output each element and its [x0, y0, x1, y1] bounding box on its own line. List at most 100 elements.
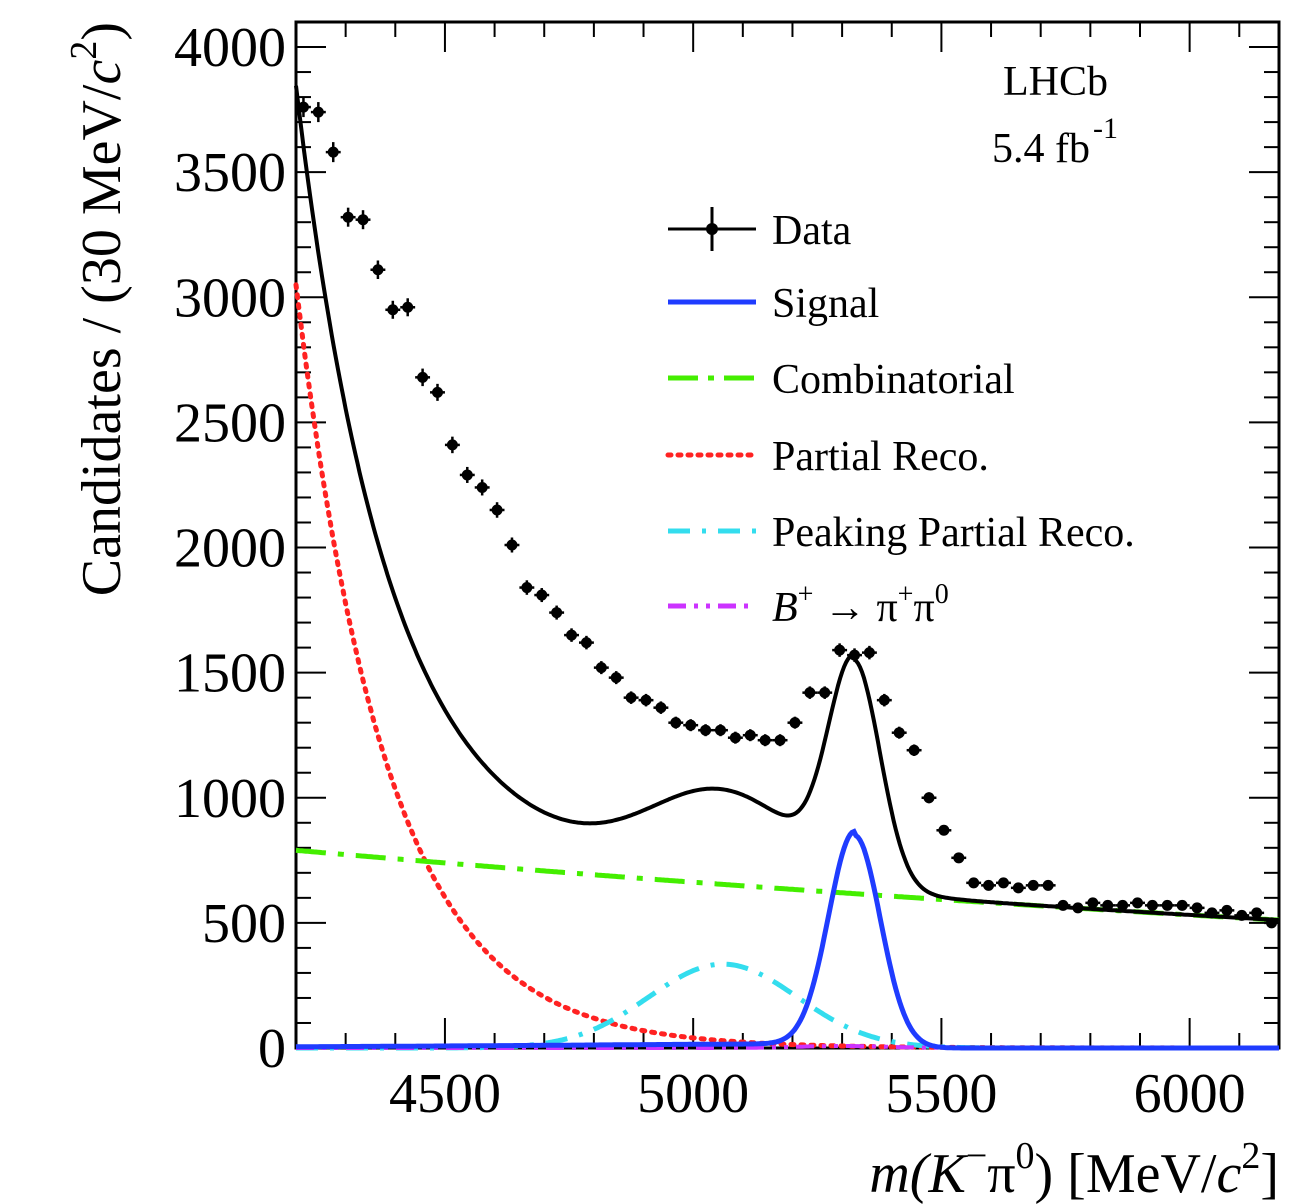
data-point	[787, 716, 803, 729]
data-point	[1249, 907, 1265, 919]
data-point	[564, 628, 579, 642]
data-point	[638, 693, 654, 707]
data-point	[653, 701, 669, 714]
signal-curve	[295, 828, 1279, 1051]
data-point	[817, 686, 833, 699]
data-point	[772, 734, 788, 747]
luminosity-label: 5.4 fb	[992, 126, 1090, 172]
data-point	[534, 588, 550, 603]
data-point	[996, 877, 1011, 889]
legend-label-b-to-pipi: B+ → π+π0	[772, 579, 949, 631]
data-point	[400, 298, 416, 317]
data-point	[1130, 897, 1145, 909]
data-point	[847, 648, 862, 662]
data-point	[861, 645, 877, 660]
data-point	[593, 661, 609, 675]
y-tick-label: 1500	[174, 643, 286, 705]
data-point	[802, 686, 818, 699]
data-point	[1189, 902, 1205, 914]
data-point	[1219, 904, 1235, 916]
data-point	[1100, 899, 1116, 911]
data-point	[578, 635, 594, 650]
x-axis-title: m(K−π0) [MeV/c2]	[869, 1135, 1279, 1204]
axis-ticks	[295, 22, 1279, 1049]
data-point	[1264, 917, 1279, 929]
data-point	[415, 368, 431, 387]
experiment-label: LHCb	[1003, 59, 1108, 105]
data-point	[1055, 899, 1071, 911]
data-point	[549, 605, 565, 620]
data-point	[966, 877, 982, 889]
data-point	[459, 466, 475, 483]
data-point	[1204, 907, 1220, 919]
legend-item-combinatorial: Combinatorial	[668, 357, 1015, 403]
luminosity-exponent: -1	[1093, 112, 1118, 145]
data-point	[742, 729, 758, 742]
data-point	[296, 97, 311, 118]
data-point	[1025, 879, 1041, 891]
data-point	[951, 852, 967, 864]
y-tick-label: 2000	[174, 518, 286, 580]
data-point	[1144, 899, 1160, 911]
y-tick-label: 500	[202, 893, 286, 955]
data-point	[668, 716, 684, 729]
y-axis-title: Candidates / (30 MeV/c2)	[63, 22, 133, 596]
data-point	[370, 260, 386, 280]
y-tick-label: 3000	[174, 267, 286, 329]
data-point	[698, 724, 714, 737]
data-point	[832, 643, 848, 657]
tick-labels: 4500 5000 5500 6000 0 500 1000 1500 2000 2500 3000…	[174, 17, 1246, 1125]
x-tick-label: 4500	[389, 1063, 501, 1125]
x-tick-label: 6000	[1134, 1063, 1246, 1125]
data-point	[876, 693, 892, 707]
data-point	[608, 671, 624, 685]
data-point	[757, 734, 773, 747]
data-point	[340, 207, 356, 227]
x-tick-label: 5000	[637, 1063, 749, 1125]
y-tick-label: 3500	[174, 142, 286, 204]
data-point	[430, 383, 445, 401]
legend-item-peaking-partial-reco: Peaking Partial Reco.	[668, 510, 1135, 556]
combinatorial-curve	[295, 847, 1280, 923]
data-point	[921, 792, 937, 804]
data-point	[1040, 879, 1056, 891]
data-point	[727, 731, 743, 744]
total-fit-curve	[294, 85, 1280, 923]
legend-item-signal: Signal	[668, 281, 879, 327]
data-point	[1010, 882, 1026, 894]
y-tick-label: 1000	[174, 768, 286, 830]
legend-label-combinatorial: Combinatorial	[772, 357, 1015, 403]
data-point	[1234, 909, 1250, 921]
data-point	[325, 142, 341, 163]
data-point	[474, 479, 490, 496]
y-tick-label: 4000	[174, 17, 286, 79]
legend-label-data: Data	[772, 208, 852, 254]
data-point	[906, 744, 922, 756]
y-tick-label: 2500	[174, 392, 286, 454]
legend-item-partial-reco: Partial Reco.	[665, 434, 989, 480]
data-points	[296, 97, 1279, 929]
data-point	[936, 824, 952, 836]
data-point	[519, 580, 535, 595]
data-point	[489, 502, 505, 518]
data-point	[891, 726, 907, 739]
data-point	[1085, 897, 1101, 909]
data-point	[1115, 899, 1131, 911]
data-point	[1174, 899, 1190, 911]
y-tick-label: 0	[258, 1018, 286, 1080]
data-point	[683, 719, 699, 732]
x-tick-label: 5500	[885, 1063, 997, 1125]
data-point	[981, 879, 997, 891]
legend-label-signal: Signal	[772, 281, 879, 327]
data-point	[310, 102, 326, 123]
data-point	[1159, 899, 1175, 911]
legend-label-partial-reco: Partial Reco.	[772, 434, 989, 480]
data-point	[623, 691, 639, 704]
data-point	[355, 210, 371, 230]
data-point	[385, 300, 401, 319]
data-point	[713, 724, 728, 737]
legend-label-peaking-partial-reco: Peaking Partial Reco.	[772, 510, 1135, 556]
data-point	[1070, 902, 1086, 914]
legend: Data Signal Combinatorial Partial Reco. …	[665, 207, 1135, 631]
